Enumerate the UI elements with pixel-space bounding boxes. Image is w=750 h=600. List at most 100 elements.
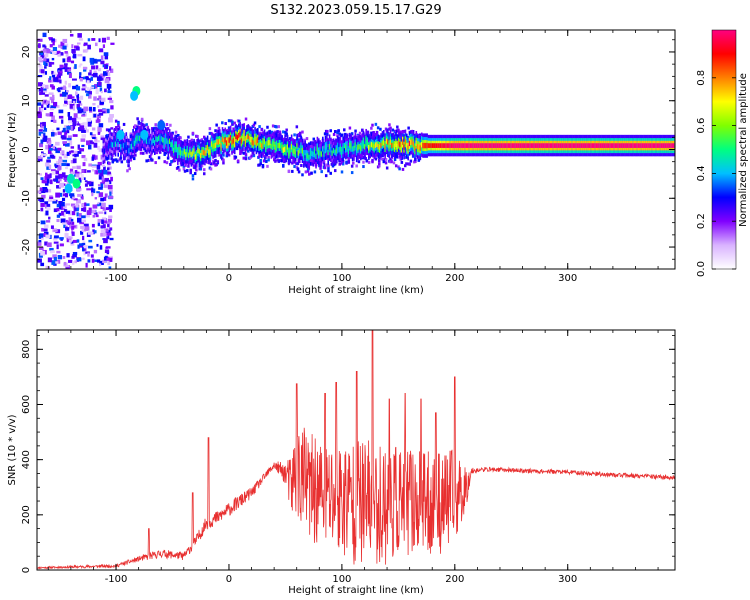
spectrogram-noise-cell [106, 221, 111, 225]
spectrogram-halo-cell [178, 168, 181, 172]
spectrogram-noise-cell [54, 52, 60, 55]
spectrogram-noise-cell [42, 32, 47, 38]
spectrogram-xtick-label: 100 [332, 273, 351, 284]
spectrogram-ridge-cell [438, 143, 441, 148]
spectrogram-halo-cell [132, 157, 136, 161]
spectrogram-ridge-cell [490, 143, 492, 148]
spectrogram-noise-cell [86, 210, 92, 216]
spectrogram-noise-cell [94, 197, 98, 200]
spectrogram-halo-cell [250, 154, 253, 158]
spectrogram-noise-cell [77, 144, 80, 149]
spectrogram-noise-cell [74, 206, 77, 211]
snr-xlabel: Height of straight line (km) [288, 585, 424, 596]
spectrogram-ridge-cell [156, 136, 159, 143]
snr-xtick-label: -100 [105, 574, 128, 585]
spectrogram-noise-cell [107, 260, 111, 266]
spectrogram-ridge-cell [117, 141, 119, 148]
spectrogram-halo-cell [371, 160, 374, 164]
spectrogram-ridge-cell [194, 154, 197, 160]
spectrogram-noise-cell [60, 135, 65, 139]
spectrogram-halo-cell [253, 121, 257, 125]
spectrogram-xtick-label: 200 [445, 273, 464, 284]
spectrogram-halo-cell [408, 162, 412, 166]
spectrogram-halo-cell [108, 128, 111, 132]
spectrogram-ridge-cell [110, 141, 113, 148]
spectrogram-noise-cell [91, 169, 95, 172]
spectrogram-halo-cell [340, 170, 344, 174]
spectrogram-ridge-cell [643, 143, 645, 148]
spectrogram-ridge-cell [446, 143, 449, 148]
spectrogram-halo-cell [275, 131, 278, 135]
spectrogram-noise-cell [38, 63, 42, 68]
spectrogram-noise-cell [80, 138, 86, 142]
spectrogram-noise-cell [71, 221, 75, 225]
spectrogram-noise-cell [71, 228, 74, 234]
spectrogram-noise-cell [107, 218, 112, 223]
spectrogram-halo-cell [171, 131, 174, 135]
spectrogram-noise-cell [75, 173, 80, 178]
spectrogram-ridge-cell [190, 151, 193, 158]
spectrogram-noise-cell [37, 113, 42, 119]
spectrogram-ridge-cell [533, 143, 535, 148]
spectrogram-ridge-cell [269, 139, 271, 146]
spectrogram-noise-cell [76, 97, 80, 101]
spectrogram-halo-cell [239, 148, 242, 152]
spectrogram-ridge-cell [237, 132, 240, 139]
spectrogram-noise-cell [99, 263, 102, 267]
spectrogram-noise-cell [64, 43, 69, 48]
spectrogram-noise-cell [62, 189, 66, 193]
spectrogram-blob [72, 178, 81, 189]
spectrogram-noise-cell [62, 256, 66, 259]
spectrogram-noise-cell [43, 188, 49, 193]
spectrogram-halo-cell [177, 133, 180, 137]
spectrogram-ridge-cell [381, 140, 384, 146]
spectrogram-blob [140, 129, 149, 140]
spectrogram-noise-cell [87, 252, 90, 257]
spectrogram-halo-cell [300, 163, 303, 167]
spectrogram-ridge-cell [311, 150, 313, 157]
spectrogram-noise-cell [92, 204, 98, 209]
spectrogram-ridge-cell [510, 143, 512, 148]
spectrogram-noise-cell [79, 77, 83, 82]
spectrogram-noise-cell [42, 44, 46, 48]
spectrogram-noise-cell [72, 254, 77, 258]
spectrogram-noise-cell [81, 114, 86, 117]
spectrogram-noise-cell [45, 172, 48, 178]
spectrogram-noise-cell [67, 135, 72, 141]
spectrogram-noise-cell [83, 247, 87, 251]
spectrogram-noise-cell [50, 132, 55, 137]
spectrogram-noise-cell [65, 143, 70, 147]
spectrogram-noise-cell [85, 76, 89, 79]
spectrogram-noise-cell [92, 102, 96, 106]
spectrogram-noise-cell [82, 84, 86, 87]
spectrogram-noise-cell [87, 259, 91, 263]
spectrogram-noise-cell [62, 38, 68, 44]
spectrogram-ridge-cell [666, 143, 668, 148]
spectrogram-noise-cell [80, 174, 84, 179]
spectrogram-noise-cell [109, 227, 113, 231]
spectrogram-ridge-cell [377, 143, 380, 150]
spectrogram-noise-cell [68, 239, 72, 243]
spectrogram-noise-cell [69, 33, 74, 37]
spectrogram-halo-cell [296, 167, 300, 171]
spectrogram-noise-cell [95, 89, 99, 95]
spectrogram-noise-cell [61, 172, 66, 178]
spectrogram-ridge-cell [618, 143, 621, 148]
spectrogram-noise-cell [49, 247, 54, 251]
spectrogram-noise-cell [84, 226, 90, 231]
spectrogram-noise-cell [57, 255, 63, 260]
spectrogram-ridge-cell [385, 138, 388, 144]
spectrogram-ridge-cell [576, 143, 579, 148]
spectrogram-ridge-cell [376, 141, 378, 148]
spectrogram-ridge-cell [647, 143, 649, 148]
spectrogram-ridge-cell [259, 141, 262, 148]
spectrogram-noise-cell [64, 178, 67, 182]
spectrogram-ridge-cell [239, 131, 241, 137]
spectrogram-ridge-cell [430, 143, 433, 148]
spectrogram-noise-cell [68, 101, 71, 105]
spectrogram-noise-cell [49, 173, 52, 179]
spectrogram-ridge-cell [403, 144, 405, 150]
spectrogram-noise-cell [52, 254, 57, 259]
spectrogram-halo-cell [151, 158, 154, 162]
spectrogram-noise-cell [51, 171, 55, 175]
